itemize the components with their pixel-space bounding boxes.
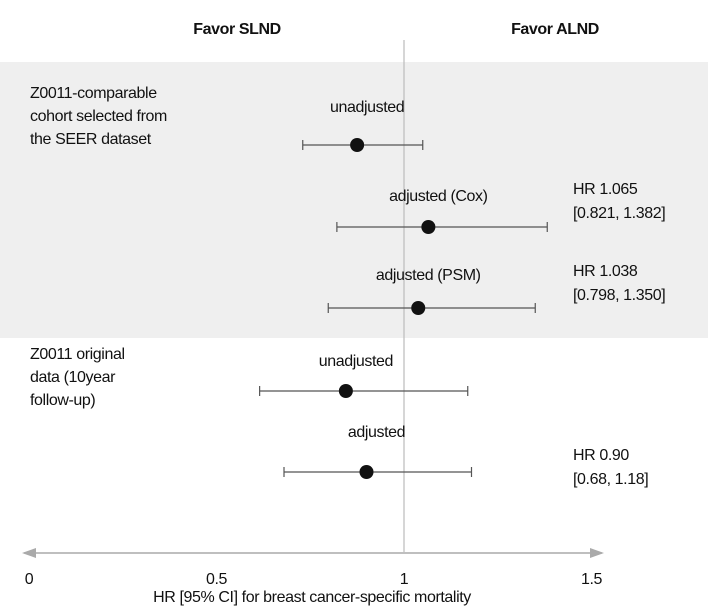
row-label: adjusted (PSM) <box>376 267 481 284</box>
group-label: Z0011-comparable <box>30 85 157 102</box>
row-label: adjusted <box>348 424 405 441</box>
hr-label: HR 1.065 <box>573 181 638 198</box>
row-label: unadjusted <box>319 353 393 370</box>
hr-label: HR 0.90 <box>573 447 629 464</box>
arrow-left <box>22 548 36 558</box>
x-tick-label: 0 <box>25 571 34 588</box>
header-right: Favor ALND <box>511 21 599 38</box>
group-label: follow-up) <box>30 392 95 409</box>
point-estimate <box>350 138 365 152</box>
row-label: adjusted (Cox) <box>389 188 488 205</box>
shaded-region <box>0 62 708 338</box>
group-label: the SEER dataset <box>30 131 152 148</box>
ci-label: [0.68, 1.18] <box>573 471 648 488</box>
header-left: Favor SLND <box>193 21 281 38</box>
point-estimate <box>359 465 374 479</box>
point-estimate <box>411 301 426 315</box>
x-tick-label: 1 <box>400 571 409 588</box>
point-estimate <box>421 220 436 234</box>
ci-label: [0.798, 1.350] <box>573 287 665 304</box>
hr-label: HR 1.038 <box>573 263 638 280</box>
x-tick-label: 0.5 <box>206 571 228 588</box>
point-estimate <box>338 384 353 398</box>
arrow-right <box>590 548 604 558</box>
x-tick-label: 1.5 <box>581 571 603 588</box>
group-label: data (10year <box>30 369 116 386</box>
row-label: unadjusted <box>330 99 404 116</box>
x-axis-label: HR [95% CI] for breast cancer-specific m… <box>153 589 471 606</box>
group-label: Z0011 original <box>30 346 125 363</box>
ci-label: [0.821, 1.382] <box>573 205 665 222</box>
group-label: cohort selected from <box>30 108 167 125</box>
